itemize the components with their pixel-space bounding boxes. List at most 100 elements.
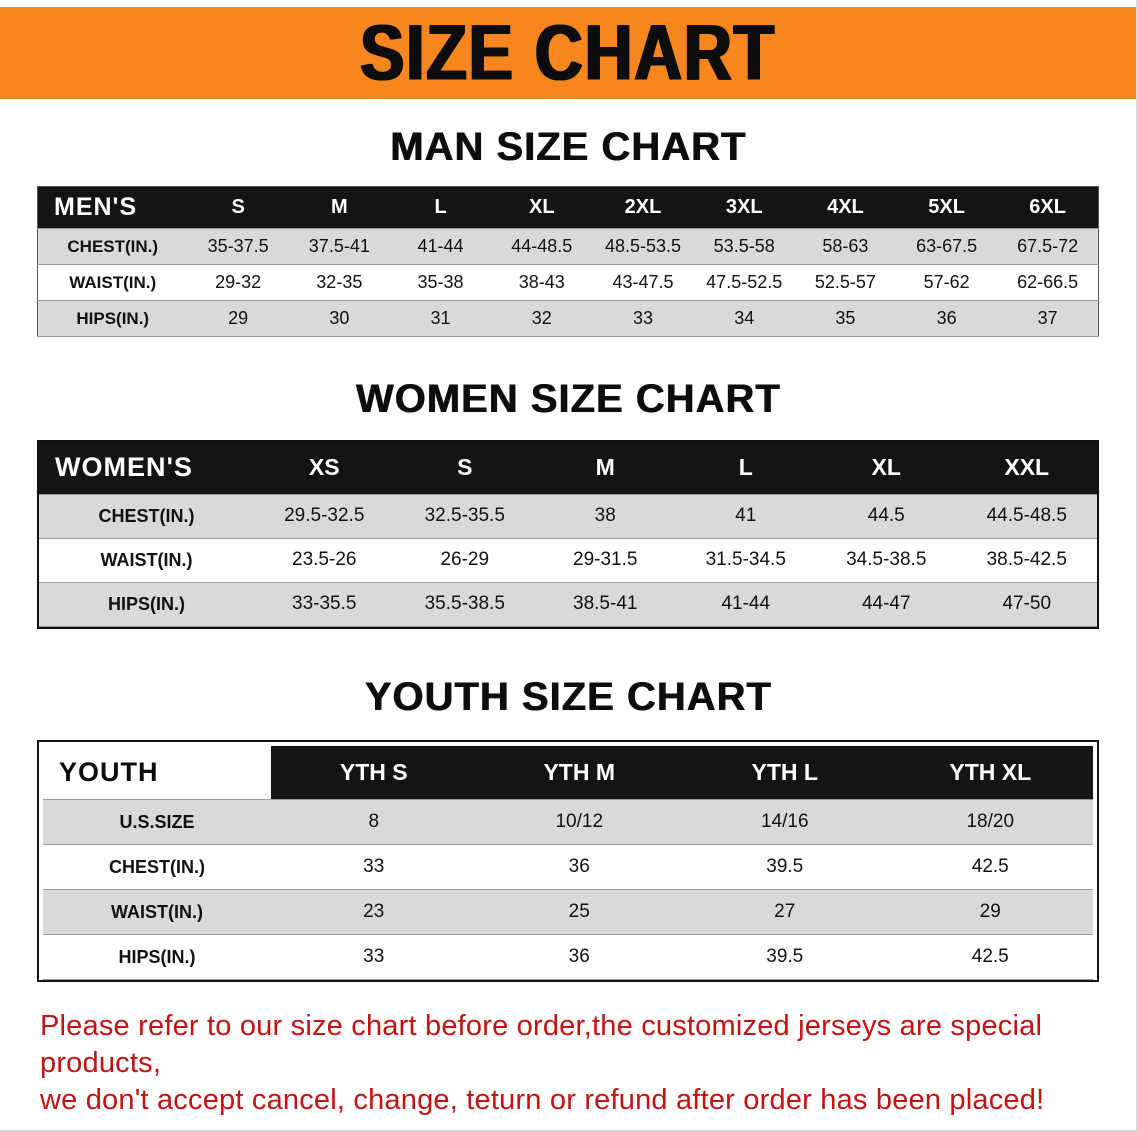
row-label-cell: HIPS(IN.) — [76, 308, 150, 328]
measurement-value-cell: 32-35 — [316, 272, 363, 292]
measurement-value-cell: 63-67.5 — [916, 236, 978, 256]
size-column-header: S — [394, 442, 535, 494]
size-column-header: 2XL — [592, 186, 694, 229]
table-title-cell: YOUTH — [43, 745, 271, 800]
measurement-value-cell: 33 — [363, 856, 385, 877]
measurement-value-cell: 18/20 — [966, 811, 1015, 832]
measurement-row: CHEST(IN.) 35-37.5 37.5-41 41-44 44-48.5 48.5… — [37, 228, 1099, 265]
measurement-value-cell: 34 — [734, 308, 755, 328]
measurement-value-cell: 47.5-52.5 — [706, 272, 783, 292]
measurement-row: WAIST(IN.) 23 25 27 29 — [43, 889, 1093, 935]
women-size-table: WOMEN'S XS S M L XL XXL CHEST(IN.) 29.5-32.5 32.5… — [39, 442, 1097, 627]
measurement-value-cell: 44-48.5 — [511, 236, 573, 256]
measurement-value-cell: 25 — [568, 901, 590, 922]
measurement-row: WAIST(IN.) 29-32 32-35 35-38 38-43 43-47.5 47.… — [37, 264, 1099, 301]
measurement-value-cell: 67.5-72 — [1017, 236, 1079, 256]
table-title-cell: WOMEN'S — [39, 442, 254, 494]
measurement-value-cell: 36 — [568, 946, 590, 967]
measurement-value-cell: 32 — [531, 308, 552, 328]
size-column-header: XL — [491, 186, 593, 229]
measurement-value-cell: 39.5 — [766, 946, 804, 967]
women-table-border: WOMEN'S XS S M L XL XXL CHEST(IN.) 29.5-32.5 32.5… — [37, 440, 1099, 629]
measurement-value-cell: 36 — [568, 856, 590, 877]
page-title: SIZE CHART — [360, 8, 776, 97]
measurement-value-cell: 31.5-34.5 — [705, 549, 786, 570]
measurement-value-cell: 41-44 — [721, 593, 771, 614]
measurement-value-cell: 41 — [735, 505, 757, 526]
measurement-value-cell: 42.5 — [971, 946, 1009, 967]
measurement-row: HIPS(IN.) 33 36 39.5 42.5 — [43, 934, 1093, 980]
measurement-value-cell: 52.5-57 — [814, 272, 876, 292]
row-label-cell: HIPS(IN.) — [118, 946, 196, 967]
size-column-header: S — [187, 186, 289, 229]
size-column-header: M — [535, 442, 676, 494]
size-column-header: YTH L — [682, 745, 888, 800]
measurement-value-cell: 44-47 — [861, 593, 911, 614]
measurement-value-cell: 31 — [430, 308, 451, 328]
measurement-value-cell: 35 — [835, 308, 856, 328]
measurement-value-cell: 58-63 — [822, 236, 869, 256]
size-column-header: 6XL — [997, 186, 1099, 229]
row-label-cell: CHEST(IN.) — [98, 505, 195, 526]
measurement-value-cell: 14/16 — [760, 811, 809, 832]
youth-size-table: YOUTH YTH S YTH M YTH L YTH XL U.S.SIZE 8 10/12… — [43, 745, 1093, 981]
measurement-value-cell: 57-62 — [923, 272, 970, 292]
section-men: MAN SIZE CHART MEN'S S M L XL 2XL 3XL 4XL 5XL 6XL… — [0, 125, 1136, 337]
measurement-value-cell: 29-32 — [215, 272, 262, 292]
size-column-header: XL — [816, 442, 957, 494]
measurement-value-cell: 43-47.5 — [612, 272, 674, 292]
measurement-value-cell: 34.5-38.5 — [846, 549, 927, 570]
note-line-1: Please refer to our size chart before or… — [40, 1010, 1043, 1080]
measurement-value-cell: 29.5-32.5 — [284, 505, 365, 526]
women-section-heading: WOMEN SIZE CHART — [355, 377, 781, 421]
measurement-value-cell: 35.5-38.5 — [424, 593, 505, 614]
size-column-header: XXL — [956, 442, 1097, 494]
row-label-cell: U.S.SIZE — [119, 811, 195, 832]
measurement-value-cell: 47-50 — [1002, 593, 1052, 614]
size-column-header: 5XL — [896, 186, 998, 229]
measurement-row: U.S.SIZE 8 10/12 14/16 18/20 — [43, 799, 1093, 845]
measurement-value-cell: 35-38 — [417, 272, 464, 292]
measurement-value-cell: 30 — [329, 308, 350, 328]
measurement-value-cell: 33 — [363, 946, 385, 967]
size-column-header: 3XL — [693, 186, 795, 229]
measurement-value-cell: 23.5-26 — [292, 549, 357, 570]
measurement-value-cell: 29 — [228, 308, 249, 328]
measurement-value-cell: 38.5-42.5 — [986, 549, 1067, 570]
measurement-value-cell: 27 — [774, 901, 796, 922]
table-header-row: MEN'S S M L XL 2XL 3XL 4XL 5XL 6XL — [37, 186, 1099, 229]
measurement-value-cell: 53.5-58 — [713, 236, 775, 256]
measurement-value-cell: 38.5-41 — [573, 593, 638, 614]
measurement-value-cell: 35-37.5 — [207, 236, 269, 256]
measurement-value-cell: 42.5 — [971, 856, 1009, 877]
note-line-2: we don't accept cancel, change, teturn o… — [40, 1084, 1045, 1117]
measurement-value-cell: 36 — [936, 308, 957, 328]
measurement-value-cell: 23 — [363, 901, 385, 922]
measurement-row: HIPS(IN.) 29 30 31 32 33 34 35 36 37 — [37, 300, 1099, 337]
measurement-value-cell: 29-31.5 — [573, 549, 638, 570]
row-label-cell: WAIST(IN.) — [100, 549, 193, 570]
row-label-cell: CHEST(IN.) — [67, 236, 159, 256]
measurement-value-cell: 38 — [594, 505, 616, 526]
row-label-cell: WAIST(IN.) — [111, 901, 203, 922]
size-column-header: XS — [254, 442, 395, 494]
row-label-cell: CHEST(IN.) — [109, 856, 205, 877]
measurement-value-cell: 44.5 — [867, 505, 905, 526]
size-column-header: 4XL — [794, 186, 897, 229]
measurement-value-cell: 37 — [1037, 308, 1058, 328]
measurement-value-cell: 41-44 — [417, 236, 464, 256]
measurement-value-cell: 10/12 — [555, 811, 604, 832]
measurement-row: CHEST(IN.) 29.5-32.5 32.5-35.5 38 41 44.5 44.5… — [39, 494, 1097, 538]
youth-section-heading: YOUTH SIZE CHART — [364, 674, 772, 719]
measurement-value-cell: 62-66.5 — [1017, 272, 1079, 292]
size-column-header: L — [389, 186, 492, 229]
men-section-heading: MAN SIZE CHART — [389, 125, 747, 169]
measurement-row: CHEST(IN.) 33 36 39.5 42.5 — [43, 844, 1093, 890]
measurement-value-cell: 26-29 — [440, 549, 490, 570]
footer-note: Please refer to our size chart before or… — [40, 1008, 1136, 1119]
size-column-header: YTH S — [271, 745, 477, 800]
table-header-row: YOUTH YTH S YTH M YTH L YTH XL — [43, 745, 1093, 800]
measurement-value-cell: 44.5-48.5 — [986, 505, 1067, 526]
table-header-row: WOMEN'S XS S M L XL XXL — [39, 442, 1097, 494]
measurement-value-cell: 39.5 — [766, 856, 804, 877]
